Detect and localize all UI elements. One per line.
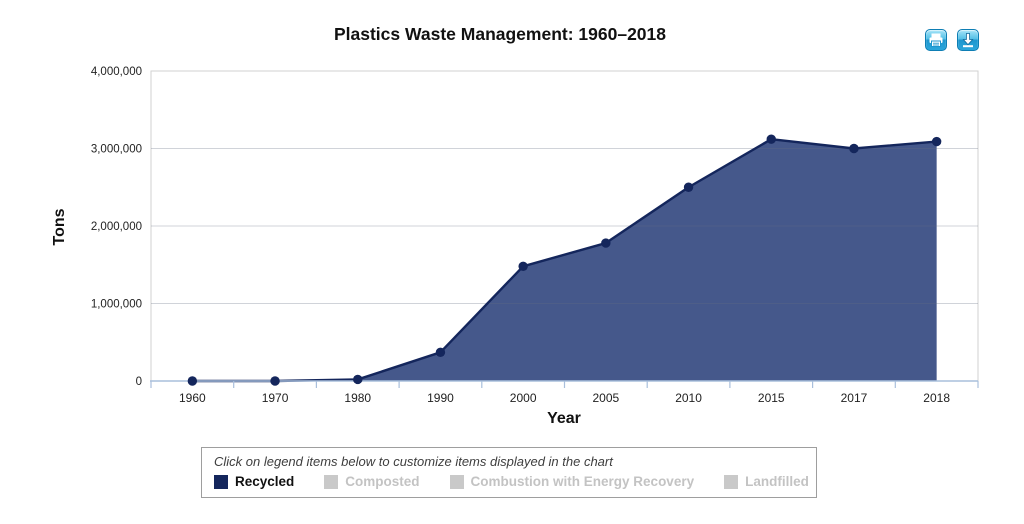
legend-items: Recycled Composted Combustion with Energy … <box>214 474 809 489</box>
y-tick-label: 1,000,000 <box>91 299 142 311</box>
data-point-2015[interactable] <box>766 134 776 144</box>
x-tick-label: 1960 <box>179 391 206 405</box>
data-point-1990[interactable] <box>435 347 446 358</box>
data-point-1960[interactable] <box>187 376 198 386</box>
legend-label: Landfilled <box>745 474 809 489</box>
recycled-area <box>192 139 937 381</box>
download-arrow-icon <box>958 30 978 50</box>
x-tick-label: 2015 <box>758 391 785 405</box>
x-tick-label: 2017 <box>841 391 868 405</box>
download-chart-button[interactable] <box>957 29 979 51</box>
legend-swatch-recycled <box>214 474 228 489</box>
legend-swatch-composted <box>324 474 339 489</box>
legend-swatch-landfilled <box>724 474 739 489</box>
data-point-2005[interactable] <box>601 238 611 248</box>
legend-box: Click on legend items below to customize… <box>201 447 817 498</box>
data-point-2017[interactable] <box>849 143 859 154</box>
legend-item-landfilled[interactable]: Landfilled <box>724 474 809 489</box>
x-tick-label: 2005 <box>592 391 619 405</box>
legend-item-recycled[interactable]: Recycled <box>214 474 294 489</box>
print-chart-button[interactable] <box>925 29 947 51</box>
x-tick-label: 2010 <box>675 391 702 405</box>
data-point-1970[interactable] <box>270 376 280 386</box>
legend-instruction: Click on legend items below to customize… <box>214 454 613 469</box>
x-axis-title: Year <box>547 410 581 427</box>
x-tick-label: 2000 <box>510 391 537 405</box>
legend-label: Recycled <box>235 474 295 489</box>
data-point-1980[interactable] <box>353 374 363 385</box>
y-tick-label: 0 <box>136 376 142 388</box>
legend-label: Composted <box>345 474 420 489</box>
y-tick-label: 4,000,000 <box>91 66 142 78</box>
x-tick-label: 1970 <box>262 391 289 405</box>
y-tick-label: 2,000,000 <box>91 221 142 233</box>
data-point-2010[interactable] <box>683 182 694 192</box>
legend-label: Combustion with Energy Recovery <box>470 474 695 489</box>
chart-title: Plastics Waste Management: 1960–2018 <box>333 24 667 44</box>
legend-item-combustion-with-energy-recovery[interactable]: Combustion with Energy Recovery <box>449 474 695 489</box>
y-tick-label: 3,000,000 <box>91 144 142 156</box>
legend-item-composted[interactable]: Composted <box>324 474 420 489</box>
x-tick-label: 2018 <box>923 391 950 405</box>
data-point-2018[interactable] <box>931 136 942 147</box>
data-point-2000[interactable] <box>518 261 528 271</box>
printer-icon <box>926 30 946 50</box>
x-tick-label: 1990 <box>427 391 454 405</box>
legend-swatch-combustion-with-energy-recovery <box>449 474 464 489</box>
x-tick-label: 1980 <box>344 391 371 405</box>
